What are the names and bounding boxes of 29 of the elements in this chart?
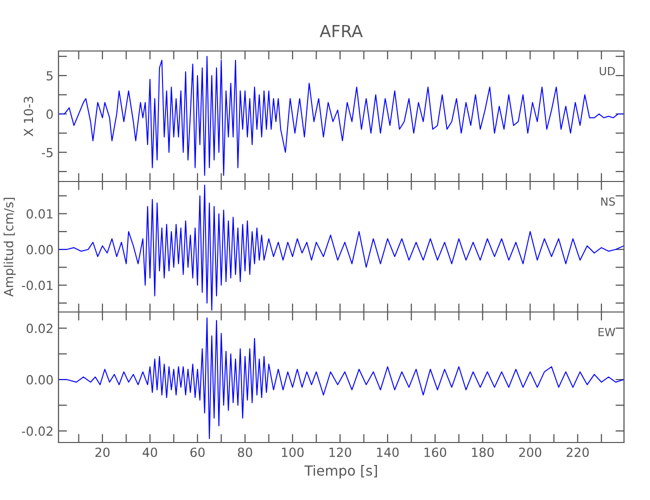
x-tick-label: 40 [142, 448, 158, 458]
x-tick-label: 120 [330, 448, 352, 458]
y-tick-label: -0.01 [22, 280, 52, 290]
annotation: NS [601, 197, 615, 206]
x-tick-label: 100 [282, 448, 304, 458]
x-tick-label: 160 [424, 448, 446, 458]
x-tick-label: 20 [95, 448, 110, 458]
x-axis-title: Tiempo [s] [304, 465, 377, 478]
line-series [58, 317, 624, 440]
annotation: EW [598, 328, 616, 336]
y-axis-title: X 10-3 [24, 96, 34, 136]
annotation: UD [600, 67, 615, 76]
x-tick-label: 80 [238, 448, 252, 458]
y-tick-label: -0.02 [22, 426, 52, 436]
y-tick-label: 0.02 [26, 324, 52, 334]
x-tick-label: 140 [377, 448, 399, 458]
x-tick-label: 200 [519, 448, 542, 458]
x-tick-label: 180 [472, 448, 494, 458]
x-tick-label: 220 [566, 448, 589, 458]
line-series [58, 56, 624, 176]
y-tick-label: 0.00 [26, 244, 53, 254]
x-tick-label: 60 [190, 448, 205, 458]
y-tick-label: 0.00 [26, 375, 53, 384]
y-tick-label: -5 [42, 148, 53, 158]
y-axis-title: Amplitud [cm/s] [4, 198, 16, 297]
chart-title: AFRA [320, 24, 363, 38]
y-tick-label: 5 [46, 71, 53, 80]
y-tick-label: 0 [46, 109, 53, 119]
y-tick-label: 0.01 [26, 209, 52, 219]
